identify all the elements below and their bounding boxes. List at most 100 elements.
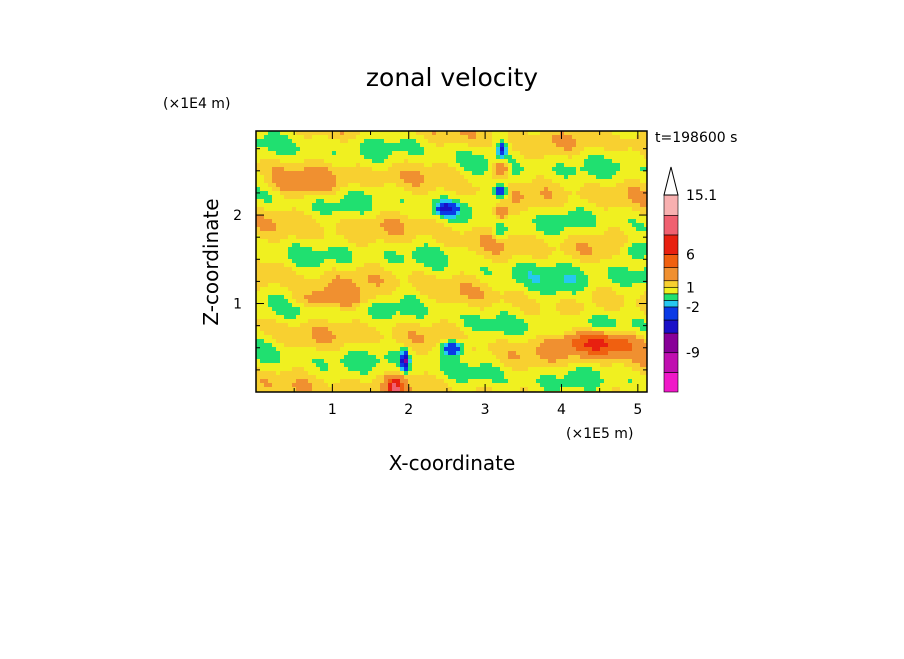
field-cell <box>368 191 373 196</box>
field-cell <box>320 151 325 156</box>
field-cell <box>524 175 529 180</box>
field-cell <box>612 311 617 316</box>
field-cell <box>588 195 593 200</box>
field-cell <box>464 143 469 148</box>
field-cell <box>484 179 489 184</box>
field-cell <box>416 275 421 280</box>
field-cell <box>388 319 393 324</box>
field-cell <box>316 275 321 280</box>
field-cell <box>604 319 609 324</box>
field-cell <box>556 195 561 200</box>
field-cell <box>276 279 281 284</box>
field-cell <box>520 219 525 224</box>
field-cell <box>496 307 501 312</box>
field-cell <box>524 227 529 232</box>
field-cell <box>304 175 309 180</box>
field-cell <box>424 231 429 236</box>
field-cell <box>496 331 501 336</box>
field-cell <box>304 191 309 196</box>
field-cell <box>356 171 361 176</box>
field-cell <box>312 139 317 144</box>
field-cell <box>560 171 565 176</box>
field-cell <box>520 151 525 156</box>
field-cell <box>448 131 453 136</box>
field-cell <box>576 247 581 252</box>
field-cell <box>480 287 485 292</box>
field-cell <box>364 147 369 152</box>
field-cell <box>528 299 533 304</box>
field-cell <box>452 291 457 296</box>
field-cell <box>272 287 277 292</box>
field-cell <box>464 215 469 220</box>
field-cell <box>504 135 509 140</box>
field-cell <box>424 155 429 160</box>
field-cell <box>380 139 385 144</box>
field-cell <box>512 147 517 152</box>
field-cell <box>544 191 549 196</box>
field-cell <box>480 167 485 172</box>
field-cell <box>536 267 541 272</box>
field-cell <box>644 187 648 192</box>
field-cell <box>452 251 457 256</box>
field-cell <box>368 263 373 268</box>
field-cell <box>288 183 293 188</box>
field-cell <box>256 327 261 332</box>
field-cell <box>576 215 581 220</box>
field-cell <box>492 227 497 232</box>
field-cell <box>268 303 273 308</box>
field-cell <box>292 159 297 164</box>
field-cell <box>316 143 321 148</box>
field-cell <box>468 247 473 252</box>
field-cell <box>268 203 273 208</box>
field-cell <box>256 267 261 272</box>
field-cell <box>340 183 345 188</box>
field-cell <box>280 263 285 268</box>
field-cell <box>484 219 489 224</box>
field-cell <box>596 215 601 220</box>
field-cell <box>580 139 585 144</box>
field-cell <box>488 287 493 292</box>
field-cell <box>492 231 497 236</box>
field-cell <box>476 175 481 180</box>
field-cell <box>548 311 553 316</box>
field-cell <box>356 131 361 136</box>
field-cell <box>396 163 401 168</box>
field-cell <box>604 235 609 240</box>
field-cell <box>636 323 641 328</box>
field-cell <box>484 247 489 252</box>
field-cell <box>496 203 501 208</box>
field-cell <box>372 227 377 232</box>
field-cell <box>464 331 469 336</box>
field-cell <box>552 283 557 288</box>
field-cell <box>524 299 529 304</box>
field-cell <box>260 283 265 288</box>
field-cell <box>600 207 605 212</box>
field-cell <box>312 247 317 252</box>
field-cell <box>268 263 273 268</box>
field-cell <box>584 207 589 212</box>
field-cell <box>600 171 605 176</box>
field-cell <box>476 275 481 280</box>
field-cell <box>500 295 505 300</box>
field-cell <box>288 231 293 236</box>
field-cell <box>308 319 313 324</box>
field-cell <box>340 327 345 332</box>
field-cell <box>340 219 345 224</box>
field-cell <box>604 211 609 216</box>
field-cell <box>336 331 341 336</box>
field-cell <box>256 179 261 184</box>
field-cell <box>420 223 425 228</box>
field-cell <box>464 311 469 316</box>
field-cell <box>568 311 573 316</box>
field-cell <box>528 211 533 216</box>
field-cell <box>256 175 261 180</box>
field-cell <box>644 251 648 256</box>
field-cell <box>644 207 648 212</box>
field-cell <box>376 143 381 148</box>
field-cell <box>556 135 561 140</box>
field-cell <box>360 175 365 180</box>
field-cell <box>256 195 261 200</box>
field-cell <box>588 163 593 168</box>
field-cell <box>312 243 317 248</box>
field-cell <box>288 227 293 232</box>
